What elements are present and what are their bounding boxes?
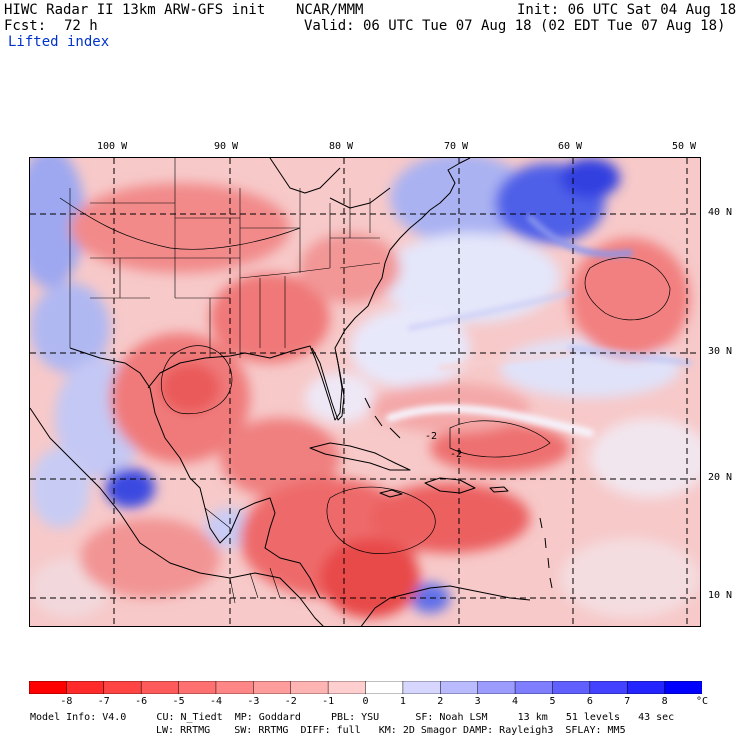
colorbar-tick-label: -6 <box>135 696 148 707</box>
colorbar-tick-label: -4 <box>209 696 222 707</box>
colorbar-tick-label: -3 <box>247 696 260 707</box>
colorbar-tick-label: 5 <box>549 696 556 707</box>
colorbar-tick-label: -2 <box>284 696 297 707</box>
colorbar-box <box>365 681 404 694</box>
colorbar-box <box>626 681 666 694</box>
colorbar-tick-label: 8 <box>661 696 668 707</box>
state-borders <box>69 158 381 604</box>
contour-label: -2 <box>425 431 437 442</box>
lon-label-80w: 80 W <box>329 141 354 152</box>
valid-time: Valid: 06 UTC Tue 07 Aug 18 (02 EDT Tue … <box>304 18 726 34</box>
colorbar <box>29 681 702 694</box>
colorbar-box <box>552 681 591 694</box>
colorbar-tick-label: 2 <box>437 696 444 707</box>
footer-model-info: Model Info: V4.0 CU: N_Tiedt MP: Goddard… <box>30 712 675 723</box>
lat-label-20n: 20 N <box>708 472 733 483</box>
colorbar-tick-label: 7 <box>624 696 631 707</box>
colorbar-tick-label: 3 <box>474 696 481 707</box>
colorbar-box <box>514 681 554 694</box>
colorbar-box <box>290 681 329 694</box>
contour-label: -2 <box>450 449 462 460</box>
colorbar-tick-label: -7 <box>97 696 110 707</box>
lat-label-40n: 40 N <box>708 207 733 218</box>
colorbar-box <box>402 681 442 694</box>
colorbar-tick-label: 1 <box>399 696 406 707</box>
colorbar-tick-label: -8 <box>60 696 73 707</box>
colorbar-tick-label: -5 <box>172 696 185 707</box>
colorbar-box <box>66 681 105 694</box>
lon-label-100w: 100 W <box>97 141 128 152</box>
forecast-hour: 72 h <box>64 18 98 34</box>
colorbar-box <box>589 681 628 694</box>
org-label: NCAR/MMM <box>296 2 364 18</box>
footer-physics-info: LW: RRTMG SW: RRTMG DIFF: full KM: 2D Sm… <box>156 725 626 736</box>
colorbar-box <box>477 681 516 694</box>
lon-label-60w: 60 W <box>558 141 583 152</box>
colorbar-tick-label: -1 <box>322 696 335 707</box>
init-time: Init: 06 UTC Sat 04 Aug 18 <box>517 2 737 18</box>
lifted-index-map: -2 -2 <box>29 157 701 627</box>
contours <box>59 197 671 554</box>
model-title: HIWC Radar II 13km ARW-GFS init <box>4 2 266 18</box>
forecast-label: Fcst: <box>4 18 47 34</box>
colorbar-tick-label: 0 <box>362 696 369 707</box>
colorbar-box <box>440 681 479 694</box>
lat-label-30n: 30 N <box>708 346 733 357</box>
lat-label-10n: 10 N <box>708 590 733 601</box>
field-name: Lifted index <box>8 34 110 50</box>
coastlines <box>30 158 553 626</box>
colorbar-box <box>178 681 217 694</box>
colorbar-box <box>103 681 142 694</box>
lon-label-70w: 70 W <box>444 141 469 152</box>
colorbar-unit: °C <box>696 696 709 707</box>
lifted-index-field <box>30 158 700 618</box>
colorbar-box <box>664 681 702 694</box>
colorbar-tick-label: 4 <box>512 696 519 707</box>
lon-label-90w: 90 W <box>214 141 239 152</box>
colorbar-box <box>29 681 68 694</box>
lon-label-50w: 50 W <box>672 141 697 152</box>
colorbar-box <box>327 681 367 694</box>
colorbar-box <box>140 681 180 694</box>
colorbar-box <box>253 681 292 694</box>
colorbar-tick-label: 6 <box>586 696 593 707</box>
lat-lon-grid <box>30 158 700 626</box>
colorbar-box <box>215 681 255 694</box>
field-streaks <box>386 215 693 437</box>
